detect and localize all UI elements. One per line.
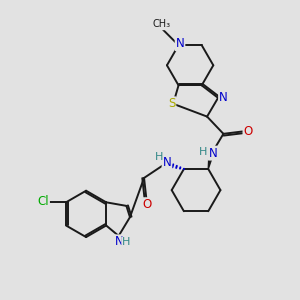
Text: Cl: Cl [37, 195, 49, 208]
Text: O: O [244, 125, 253, 138]
Text: N: N [176, 37, 184, 50]
Text: N: N [115, 235, 124, 248]
Text: H: H [122, 237, 130, 248]
Polygon shape [208, 154, 213, 169]
Text: CH₃: CH₃ [152, 20, 171, 29]
Text: H: H [155, 152, 163, 162]
Text: O: O [142, 198, 152, 211]
Text: H: H [198, 147, 207, 157]
Text: N: N [208, 147, 217, 160]
Text: N: N [163, 156, 171, 169]
Text: S: S [168, 97, 176, 110]
Text: N: N [219, 91, 228, 104]
